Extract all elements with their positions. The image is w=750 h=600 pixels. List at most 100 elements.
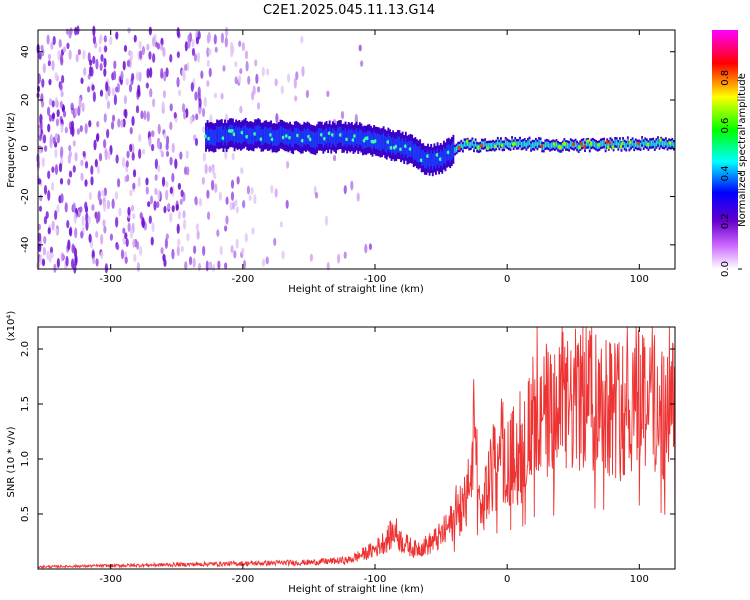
spectrogram-noise-cell (111, 87, 115, 97)
spectrogram-noise-cell (86, 86, 91, 93)
spectrogram-ridge-core (601, 140, 604, 147)
spectrogram-ridge-core (511, 138, 513, 145)
spectrogram-noise-cell (99, 63, 103, 71)
spectrogram-noise-cell (95, 58, 99, 70)
spectrogram-ridge-core (214, 129, 217, 146)
spectrogram-noise-cell (46, 34, 50, 45)
spectrogram-noise-cell (194, 91, 198, 101)
spectrogram-noise-cell (141, 45, 146, 56)
spectrogram-ridge-core (454, 147, 456, 154)
spectrogram-ridge-core (644, 139, 647, 146)
spectrogram-noise-cell (88, 191, 92, 201)
spectrogram-ridge-core (673, 142, 675, 149)
spectrogram-noise-cell (171, 172, 175, 183)
spectrogram-noise-cell (157, 123, 161, 135)
spectrogram-noise-cell (96, 120, 100, 128)
spectrogram-y-ticks: -40 -20 0 20 40 (20, 45, 675, 253)
spectrogram-noise-cell (295, 71, 299, 81)
spectrogram-ridge-core (341, 130, 344, 147)
spectrogram-noise-cell (139, 212, 143, 220)
spectrogram-ridge-core (516, 141, 518, 148)
spectrogram-ridge-core (373, 131, 375, 148)
spectrogram-ridge-core (665, 139, 667, 146)
spectrogram-ridge-core (525, 142, 528, 149)
spectrogram-ridge-core (229, 124, 231, 141)
spectrogram-noise-cell (50, 252, 54, 259)
spectrogram-ridge-core (608, 142, 610, 149)
spectrogram-ridge-core (623, 142, 626, 148)
x-tick-label: 0 (504, 274, 510, 285)
spectrogram-noise-cell (92, 55, 96, 65)
spectrogram-noise-cell (135, 240, 140, 250)
spectrogram-noise-cell (77, 105, 81, 117)
spectrogram-ridge-core (235, 126, 237, 142)
y-tick-label: -20 (20, 188, 31, 204)
spectrogram-noise-cell (343, 251, 347, 259)
spectrogram-noise-cell (106, 199, 111, 210)
snr-marks (37, 326, 676, 570)
spectrogram-ridge-core (582, 140, 585, 147)
spectrogram-noise-cell (235, 206, 239, 214)
spectrogram-ridge-core (576, 143, 578, 149)
spectrogram-noise-cell (47, 170, 51, 180)
spectrogram-ridge-core (614, 139, 616, 146)
spectrogram-noise-cell (154, 187, 158, 195)
spectrogram-ridge-core (292, 131, 294, 148)
spectrogram-noise-cell (181, 103, 186, 113)
spectrogram-ridge-core (485, 143, 488, 150)
spectrogram-noise-cell (182, 70, 186, 82)
spectrogram-ridge-core (217, 126, 220, 143)
spectrogram-noise-cell (138, 246, 143, 256)
spectrogram-noise-cell (131, 152, 135, 161)
snr-frame (37, 326, 676, 570)
spectrogram-noise-cell (47, 123, 51, 133)
spectrogram-ridge-core (397, 136, 399, 153)
spectrogram-ridge-core (517, 141, 520, 148)
spectrogram-noise-cell (36, 85, 41, 93)
spectrogram-ridge-core (417, 146, 420, 163)
spectrogram-ridge-core (244, 124, 247, 141)
spectrogram-ridge-core (569, 140, 572, 147)
spectrogram-noise-cell (48, 78, 52, 86)
spectrogram-ridge-core (535, 140, 537, 147)
spectrogram-noise-cell (261, 66, 265, 77)
spectrogram-noise-cell (171, 142, 175, 154)
spectrogram-noise-cell (358, 44, 362, 52)
spectrogram-ridge-core (530, 143, 532, 150)
spectrogram-noise-cell (326, 90, 330, 98)
spectrogram-noise-cell (92, 25, 96, 37)
spectrogram-noise-cell (196, 230, 200, 240)
spectrogram-noise-cell (224, 36, 228, 48)
spectrogram-ridge-core (452, 141, 455, 158)
spectrogram-noise-cell (89, 59, 93, 67)
snr-x-ticks: -300 -200 -100 0 100 (99, 327, 649, 585)
spectrogram-noise-cell (340, 110, 345, 120)
spectrogram-noise-cell (141, 217, 145, 229)
spectrogram-ridge-core (470, 141, 472, 148)
spectrogram-ridge-core (357, 131, 359, 148)
spectrogram-noise-cell (129, 50, 134, 61)
spectrogram-noise-cell (238, 40, 242, 48)
spectrogram-ridge-core (641, 138, 643, 145)
spectrogram-noise-cell (286, 73, 291, 83)
spectrogram-ridge-core (327, 130, 329, 147)
spectrogram-noise-cell (156, 201, 160, 208)
figure-title: C2E1.2025.045.11.13.G14 (263, 3, 435, 18)
spectrogram-noise-cell (101, 190, 105, 197)
spectrogram-noise-cell (42, 246, 46, 256)
spectrogram-noise-cell (145, 82, 149, 89)
spectrogram-noise-cell (208, 262, 212, 270)
spectrogram-noise-cell (99, 89, 104, 97)
spectrogram-ridge-core (562, 143, 564, 149)
spectrogram-noise-cell (184, 261, 188, 271)
spectrogram-noise-cell (74, 107, 78, 117)
spectrogram-noise-cell (56, 204, 60, 214)
spectrogram-ridge-core (611, 141, 613, 147)
x-tick-label: 0 (504, 574, 510, 585)
spectrogram-noise-cell (54, 96, 58, 108)
spectrogram-noise-cell (104, 45, 108, 53)
spectrogram-ridge-core (422, 149, 425, 166)
spectrogram-ridge-core (260, 129, 263, 146)
spectrogram-noise-cell (43, 145, 48, 152)
